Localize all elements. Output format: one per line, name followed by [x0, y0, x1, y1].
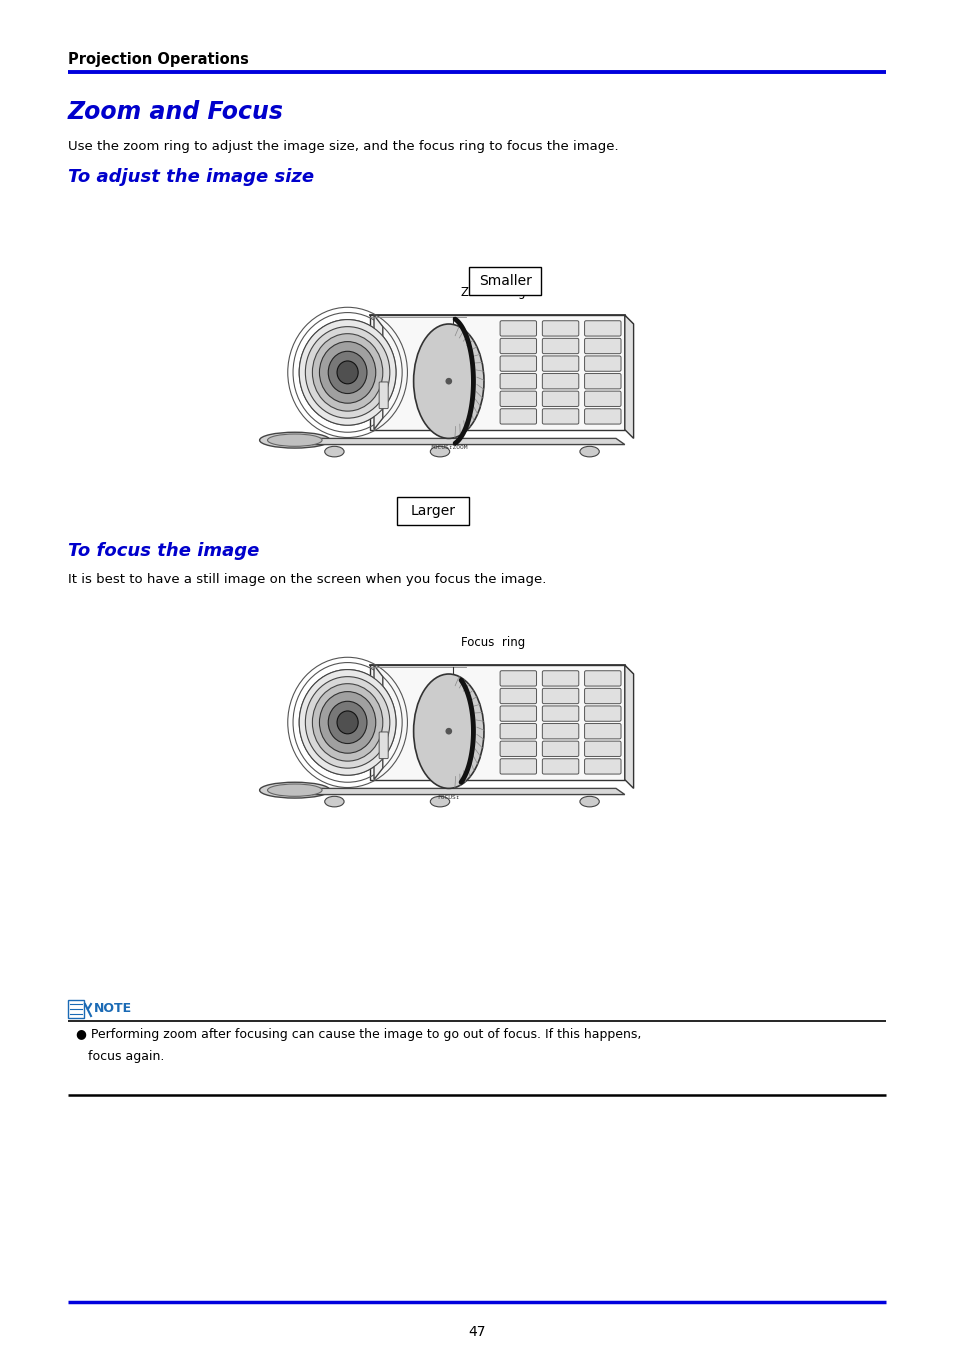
FancyBboxPatch shape [584, 723, 620, 738]
Polygon shape [308, 788, 624, 795]
FancyBboxPatch shape [541, 741, 578, 757]
Ellipse shape [430, 796, 449, 807]
FancyBboxPatch shape [541, 320, 578, 337]
Ellipse shape [299, 319, 395, 425]
FancyBboxPatch shape [378, 731, 388, 758]
FancyBboxPatch shape [541, 391, 578, 407]
Polygon shape [369, 665, 633, 675]
Ellipse shape [328, 352, 367, 393]
FancyBboxPatch shape [499, 723, 536, 738]
FancyBboxPatch shape [499, 741, 536, 757]
FancyBboxPatch shape [584, 741, 620, 757]
Text: It is best to have a still image on the screen when you focus the image.: It is best to have a still image on the … [68, 573, 546, 585]
FancyBboxPatch shape [499, 373, 536, 389]
Polygon shape [369, 315, 633, 324]
Ellipse shape [319, 692, 375, 753]
Text: Smaller: Smaller [478, 274, 531, 288]
Ellipse shape [319, 342, 375, 403]
FancyBboxPatch shape [584, 338, 620, 354]
Ellipse shape [324, 796, 344, 807]
Circle shape [446, 729, 451, 734]
Text: Projection Operations: Projection Operations [68, 51, 249, 68]
FancyBboxPatch shape [584, 706, 620, 721]
FancyBboxPatch shape [584, 758, 620, 775]
Polygon shape [308, 438, 624, 445]
Ellipse shape [267, 784, 322, 796]
Ellipse shape [267, 434, 322, 446]
Text: 47: 47 [468, 1325, 485, 1338]
Ellipse shape [305, 327, 390, 418]
FancyBboxPatch shape [541, 671, 578, 685]
FancyBboxPatch shape [499, 320, 536, 337]
Ellipse shape [414, 324, 483, 438]
Text: To focus the image: To focus the image [68, 542, 259, 560]
FancyBboxPatch shape [541, 723, 578, 738]
Text: Larger: Larger [411, 504, 456, 518]
Ellipse shape [312, 684, 382, 761]
FancyBboxPatch shape [584, 356, 620, 372]
FancyBboxPatch shape [499, 356, 536, 372]
Ellipse shape [324, 446, 344, 457]
FancyBboxPatch shape [469, 266, 540, 295]
Ellipse shape [579, 796, 598, 807]
Ellipse shape [430, 446, 449, 457]
FancyBboxPatch shape [68, 1000, 84, 1018]
FancyBboxPatch shape [499, 391, 536, 407]
Ellipse shape [414, 675, 483, 788]
Polygon shape [624, 665, 633, 788]
Text: Focus  ring: Focus ring [460, 635, 525, 649]
FancyBboxPatch shape [584, 408, 620, 425]
FancyBboxPatch shape [499, 408, 536, 425]
Text: To adjust the image size: To adjust the image size [68, 168, 314, 187]
Ellipse shape [259, 433, 330, 448]
Polygon shape [369, 665, 624, 780]
Ellipse shape [336, 361, 357, 384]
Ellipse shape [336, 711, 357, 734]
Ellipse shape [305, 676, 390, 768]
FancyBboxPatch shape [396, 498, 469, 525]
Text: Zoom and Focus: Zoom and Focus [68, 100, 284, 124]
FancyBboxPatch shape [584, 320, 620, 337]
Text: FOCUS↕: FOCUS↕ [437, 795, 459, 800]
FancyBboxPatch shape [378, 383, 388, 408]
Text: FOCUS↕ZOOM: FOCUS↕ZOOM [430, 445, 467, 450]
FancyBboxPatch shape [499, 671, 536, 685]
FancyBboxPatch shape [541, 373, 578, 389]
FancyBboxPatch shape [584, 671, 620, 685]
Ellipse shape [579, 446, 598, 457]
Ellipse shape [312, 334, 382, 411]
Polygon shape [374, 315, 382, 430]
FancyBboxPatch shape [499, 338, 536, 354]
FancyBboxPatch shape [499, 706, 536, 721]
FancyBboxPatch shape [541, 408, 578, 425]
Polygon shape [624, 315, 633, 438]
Text: Zoom  ring: Zoom ring [460, 287, 525, 299]
Text: ● Performing zoom after focusing can cause the image to go out of focus. If this: ● Performing zoom after focusing can cau… [76, 1028, 640, 1041]
FancyBboxPatch shape [499, 688, 536, 703]
Text: Use the zoom ring to adjust the image size, and the focus ring to focus the imag: Use the zoom ring to adjust the image si… [68, 141, 618, 153]
FancyBboxPatch shape [584, 391, 620, 407]
Polygon shape [374, 665, 382, 780]
FancyBboxPatch shape [541, 356, 578, 372]
FancyBboxPatch shape [499, 758, 536, 775]
FancyBboxPatch shape [541, 338, 578, 354]
Ellipse shape [328, 702, 367, 744]
Ellipse shape [299, 669, 395, 775]
FancyBboxPatch shape [541, 706, 578, 721]
FancyBboxPatch shape [541, 688, 578, 703]
FancyBboxPatch shape [584, 688, 620, 703]
Ellipse shape [259, 783, 330, 798]
Text: NOTE: NOTE [94, 1002, 132, 1015]
FancyBboxPatch shape [541, 758, 578, 775]
FancyBboxPatch shape [584, 373, 620, 389]
Polygon shape [369, 315, 624, 430]
Text: focus again.: focus again. [76, 1051, 164, 1063]
Circle shape [446, 379, 451, 384]
